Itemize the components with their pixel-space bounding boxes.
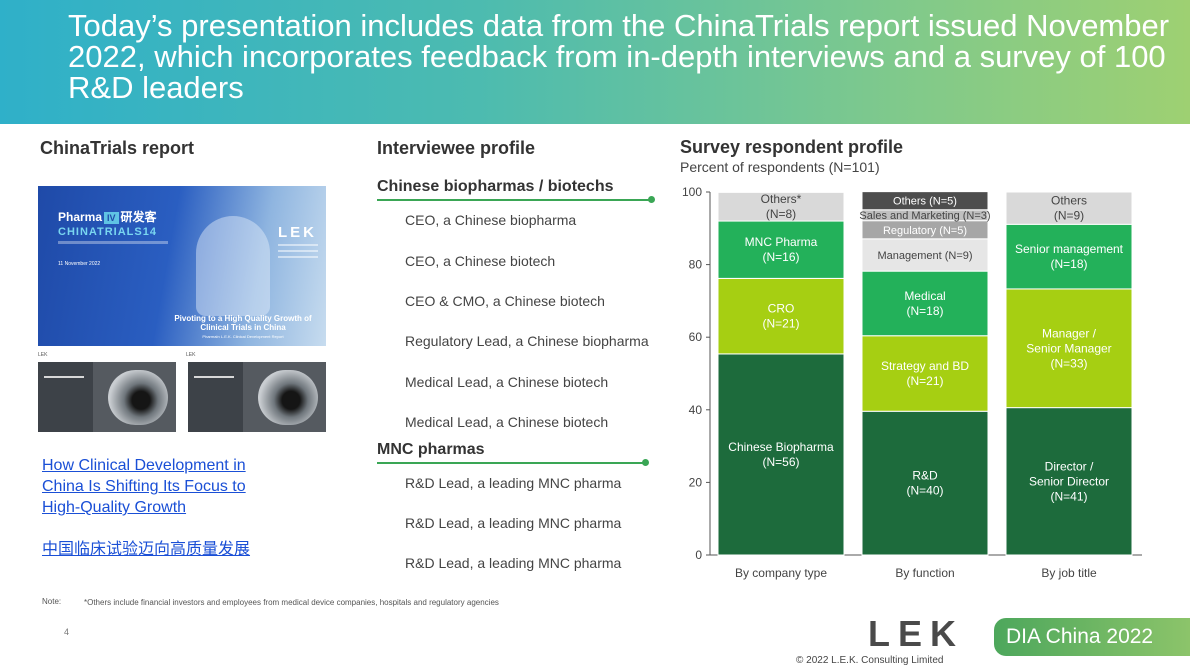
group-divider-dot <box>642 459 649 466</box>
segment-label: Senior Manager <box>1026 341 1111 355</box>
y-tick-label: 100 <box>682 185 702 199</box>
segment-label: (N=40) <box>906 484 943 498</box>
segment-label: (N=56) <box>762 455 799 469</box>
thumb-label: LEK <box>186 352 196 358</box>
segment-label: Others <box>1051 194 1087 208</box>
segment-label: Sales and Marketing (N=3) <box>859 210 990 222</box>
segment-label: (N=33) <box>1050 356 1087 370</box>
group-label-chinese: Chinese biopharmas / biotechs <box>377 178 614 195</box>
page-number: 4 <box>64 627 70 637</box>
header-banner: Today’s presentation includes data from … <box>0 0 1190 124</box>
cover-brand: Pharma IV 研发客 <box>58 210 157 224</box>
segment-label: Chinese Biopharma <box>728 440 834 454</box>
segment-label: Others (N=5) <box>893 196 957 208</box>
report-cover-image[interactable]: Pharma IV 研发客 CHINATRIALS14 11 November 20… <box>38 186 326 346</box>
segment-label: Senior Director <box>1029 474 1109 488</box>
bar-segment <box>717 191 845 222</box>
interviewee-heading: Interviewee profile <box>377 138 536 158</box>
group-divider <box>377 462 643 464</box>
segment-label: (N=41) <box>1050 489 1087 503</box>
slide-title: Today’s presentation includes data from … <box>68 8 1170 105</box>
y-tick-label: 80 <box>689 258 703 272</box>
segment-label: (N=9) <box>1054 209 1084 223</box>
segment-label: Medical <box>904 289 945 303</box>
bar-segment <box>861 238 989 272</box>
segment-label: MNC Pharma <box>745 235 818 249</box>
category-label: By function <box>895 566 954 580</box>
cover-caption: Pivoting to a High Quality Growth of Cli… <box>174 314 312 332</box>
y-tick-label: 60 <box>689 330 703 344</box>
segment-label: R&D <box>912 469 938 483</box>
bar-segment <box>1005 223 1133 290</box>
lek-logo: LEK <box>868 613 964 654</box>
y-tick-label: 40 <box>689 403 703 417</box>
segment-label: Management (N=9) <box>877 250 972 262</box>
cover-subtitle-line <box>58 241 168 244</box>
category-label: By company type <box>735 566 827 580</box>
segment-label: (N=8) <box>766 207 796 221</box>
note-text: *Others include financial investors and … <box>84 598 499 607</box>
bar-segment <box>861 191 989 211</box>
segment-label: (N=18) <box>1050 257 1087 271</box>
group-divider-dot <box>648 196 655 203</box>
bar-segment <box>717 353 845 556</box>
group-label-mnc: MNC pharmas <box>377 441 485 458</box>
thumbnail-page[interactable] <box>38 362 176 432</box>
interviewee-item: CEO, a Chinese biotech <box>405 253 556 269</box>
category-label: By job title <box>1041 566 1097 580</box>
interviewee-item: Medical Lead, a Chinese biotech <box>405 414 609 430</box>
segment-label: Regulatory (N=5) <box>883 225 967 237</box>
segment-label: Strategy and BD <box>881 359 969 373</box>
thumb-label: LEK <box>38 352 48 358</box>
cover-text-lines <box>278 244 318 262</box>
survey-subheading: Percent of respondents (N=101) <box>680 159 880 175</box>
segment-label: CRO <box>768 302 795 316</box>
segment-label: Director / <box>1045 459 1094 473</box>
note-label: Note: <box>42 597 62 606</box>
interviewee-item: Regulatory Lead, a Chinese biopharma <box>405 333 649 349</box>
cover-lek-logo: LEK <box>278 224 317 241</box>
microscope-image <box>108 370 168 425</box>
thumbnail-page[interactable] <box>188 362 326 432</box>
segment-label: (N=21) <box>906 374 943 388</box>
report-link-chinese[interactable]: 中国临床试验迈向高质量发展 <box>42 541 251 558</box>
segment-label: (N=16) <box>762 250 799 264</box>
report-thumbnails: LEK LEK <box>38 352 326 432</box>
survey-heading: Survey respondent profile <box>680 137 904 157</box>
interviewee-item: CEO & CMO, a Chinese biotech <box>405 293 605 309</box>
segment-label: (N=18) <box>906 304 943 318</box>
bar-segment <box>1005 288 1133 409</box>
segment-label: Others* <box>761 192 802 206</box>
segment-label: (N=21) <box>762 317 799 331</box>
bar-segment <box>861 410 989 556</box>
segment-label: Senior management <box>1015 242 1124 256</box>
dia-badge: DIA China 2022 <box>994 618 1190 656</box>
bar-segment <box>1005 191 1133 225</box>
interviewee-item: CEO, a Chinese biopharma <box>405 212 577 228</box>
interviewee-item: R&D Lead, a leading MNC pharma <box>405 475 622 491</box>
copyright: © 2022 L.E.K. Consulting Limited <box>796 655 944 666</box>
microscope-image <box>258 370 318 425</box>
interviewee-item: Medical Lead, a Chinese biotech <box>405 374 609 390</box>
group-divider <box>377 199 649 201</box>
segment-label: Manager / <box>1042 326 1097 340</box>
report-heading: ChinaTrials report <box>40 138 195 158</box>
cover-date: 11 November 2022 <box>58 261 101 267</box>
bar-segment <box>717 220 845 279</box>
cover-small-text: PharmaIn L.E.K. Clinical Development Rep… <box>202 334 284 339</box>
report-link-english[interactable]: How Clinical Development in China Is Shi… <box>42 457 246 516</box>
cover-report-name: CHINATRIALS14 <box>58 226 157 238</box>
bar-segment <box>717 277 845 355</box>
flask-illustration <box>196 216 270 316</box>
y-tick-label: 20 <box>689 475 703 489</box>
y-tick-label: 0 <box>695 548 702 562</box>
bar-segment <box>1005 407 1133 556</box>
interviewee-item: R&D Lead, a leading MNC pharma <box>405 515 622 531</box>
interviewee-item: R&D Lead, a leading MNC pharma <box>405 555 622 571</box>
